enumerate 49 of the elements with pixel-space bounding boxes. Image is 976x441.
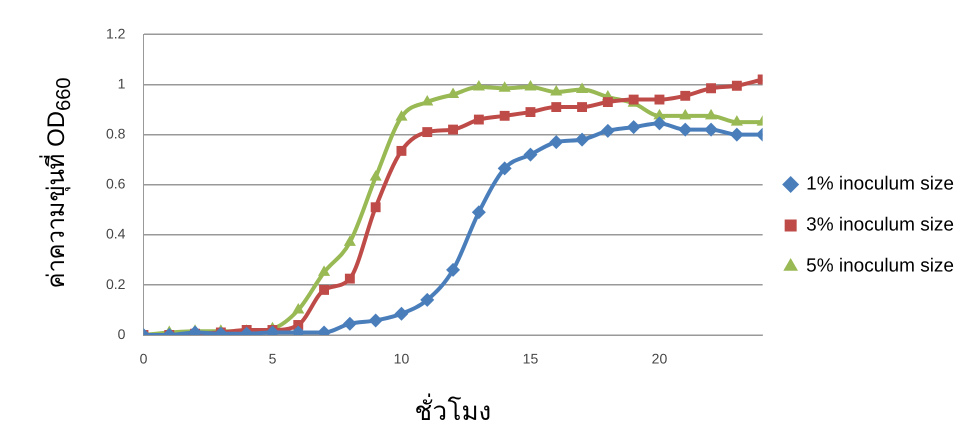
x-tick-label: 10 — [394, 350, 410, 366]
point — [448, 124, 458, 135]
point — [678, 122, 692, 137]
point — [422, 127, 432, 138]
point — [730, 128, 744, 142]
point — [498, 161, 512, 176]
point — [549, 135, 564, 150]
legend-label: 3% inoculum size — [806, 214, 954, 236]
point — [704, 122, 718, 137]
point — [344, 235, 356, 246]
y-tick-label: 1.2 — [106, 25, 126, 42]
point — [370, 170, 382, 181]
point — [523, 148, 538, 162]
point — [680, 90, 690, 101]
point — [446, 262, 460, 277]
point — [474, 114, 484, 125]
x-axis-title: ชั่วโมง — [414, 393, 492, 428]
point — [652, 116, 666, 130]
point — [730, 115, 743, 126]
point — [626, 120, 641, 134]
point — [292, 302, 304, 314]
point — [577, 102, 588, 112]
point — [526, 107, 536, 118]
x-tick-label: 20 — [652, 350, 668, 366]
point — [600, 124, 615, 138]
point — [551, 102, 562, 112]
point — [706, 83, 716, 94]
legend-label: 5% inoculum size — [806, 256, 954, 277]
x-tick-label: 15 — [522, 350, 538, 366]
x-tick-label: 0 — [140, 350, 148, 366]
point — [602, 97, 613, 107]
y-tick-label: 1 — [118, 75, 126, 92]
x-tick-label: 5 — [268, 350, 277, 366]
point — [732, 80, 742, 91]
point — [396, 146, 406, 156]
legend-label: 1% inoculum size — [806, 174, 954, 195]
point — [395, 110, 408, 121]
y-tick-label: 0.6 — [106, 176, 126, 192]
y-tick-label: 0 — [118, 326, 126, 342]
y-tick-label: 0.4 — [106, 226, 126, 242]
y-tick-label: 0.8 — [106, 125, 126, 142]
point — [654, 94, 664, 104]
point — [575, 132, 590, 147]
point — [628, 94, 639, 104]
point — [472, 205, 486, 220]
y-tick-label: 0.2 — [106, 276, 126, 292]
point — [370, 202, 381, 212]
point — [318, 265, 330, 276]
point — [500, 110, 510, 121]
